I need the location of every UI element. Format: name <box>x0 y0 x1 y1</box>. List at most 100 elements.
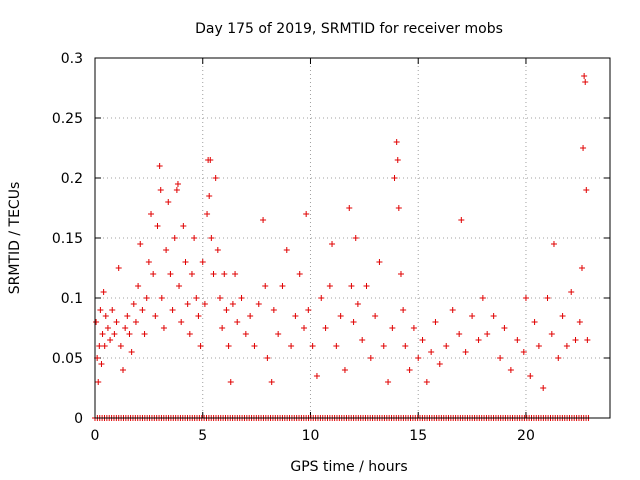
data-point <box>279 283 286 289</box>
data-point <box>247 313 254 319</box>
data-point <box>154 223 161 229</box>
data-point <box>580 145 587 151</box>
data-point <box>428 349 435 355</box>
y-axis-label: SRMTID / TECUs <box>7 182 23 295</box>
data-point <box>214 247 221 253</box>
data-point <box>176 283 183 289</box>
data-point <box>262 283 269 289</box>
data-point <box>380 343 387 349</box>
data-point <box>458 217 465 223</box>
data-point <box>410 325 417 331</box>
data-point <box>219 325 226 331</box>
data-point <box>288 343 295 349</box>
data-point <box>462 349 469 355</box>
y-tick-label: 0.1 <box>61 291 83 307</box>
data-point <box>178 319 185 325</box>
data-point <box>186 331 193 337</box>
data-point <box>227 379 234 385</box>
data-point <box>584 337 591 343</box>
data-point <box>389 325 396 331</box>
data-point <box>221 271 228 277</box>
data-point <box>333 343 340 349</box>
data-point <box>184 301 191 307</box>
data-point <box>148 211 155 217</box>
data-point <box>212 175 219 181</box>
data-point <box>432 319 439 325</box>
data-point <box>195 313 202 319</box>
data-point <box>296 271 303 277</box>
data-point <box>301 325 308 331</box>
data-point <box>363 283 370 289</box>
data-point <box>391 175 398 181</box>
data-point <box>193 295 200 301</box>
data-point <box>309 343 316 349</box>
data-point <box>507 367 514 373</box>
data-point <box>436 361 443 367</box>
data-point <box>329 241 336 247</box>
data-point <box>97 307 104 313</box>
x-tick-label: 0 <box>91 428 100 444</box>
data-point <box>559 313 566 319</box>
data-point <box>152 313 159 319</box>
y-tick-label: 0.3 <box>61 51 83 67</box>
data-point <box>98 361 105 367</box>
data-point <box>124 313 131 319</box>
data-point <box>449 307 456 313</box>
data-point <box>372 313 379 319</box>
data-point <box>540 385 547 391</box>
data-point <box>305 307 312 313</box>
data-point <box>535 343 542 349</box>
data-point <box>156 163 163 169</box>
data-point <box>393 139 400 145</box>
data-point <box>572 337 579 343</box>
data-point <box>96 343 103 349</box>
data-point <box>111 331 118 337</box>
data-point <box>354 301 361 307</box>
data-point <box>210 271 217 277</box>
x-tick-label: 5 <box>198 428 207 444</box>
data-point <box>242 331 249 337</box>
data-point <box>104 325 111 331</box>
data-point <box>95 379 102 385</box>
data-point <box>548 331 555 337</box>
data-point <box>359 337 366 343</box>
data-point <box>376 259 383 265</box>
x-tick-label: 15 <box>409 428 427 444</box>
data-point <box>346 205 353 211</box>
y-tick-label: 0.15 <box>52 231 83 247</box>
y-tick-label: 0 <box>74 411 83 427</box>
data-point <box>117 343 124 349</box>
data-point <box>150 271 157 277</box>
data-point <box>206 193 213 199</box>
data-point <box>555 355 562 361</box>
data-point <box>160 325 167 331</box>
data-point <box>204 211 211 217</box>
data-point <box>132 319 139 325</box>
data-point <box>109 307 116 313</box>
data-point <box>292 313 299 319</box>
data-point <box>568 289 575 295</box>
data-point <box>199 259 206 265</box>
data-point <box>174 181 181 187</box>
data-point <box>268 379 275 385</box>
data-point <box>479 295 486 301</box>
data-point <box>550 241 557 247</box>
data-point <box>522 295 529 301</box>
data-point <box>101 343 108 349</box>
data-point <box>143 295 150 301</box>
data-point <box>157 187 164 193</box>
data-point <box>576 319 583 325</box>
data-point <box>475 337 482 343</box>
data-point <box>201 301 208 307</box>
chart-title: Day 175 of 2019, SRMTID for receiver mob… <box>195 21 503 37</box>
data-point <box>348 283 355 289</box>
data-point <box>139 307 146 313</box>
data-point <box>531 319 538 325</box>
y-tick-label: 0.05 <box>52 351 83 367</box>
data-point <box>303 211 310 217</box>
data-point <box>270 307 277 313</box>
x-axis-label: GPS time / hours <box>290 459 407 475</box>
data-point <box>107 337 114 343</box>
data-point <box>126 331 133 337</box>
data-point <box>423 379 430 385</box>
